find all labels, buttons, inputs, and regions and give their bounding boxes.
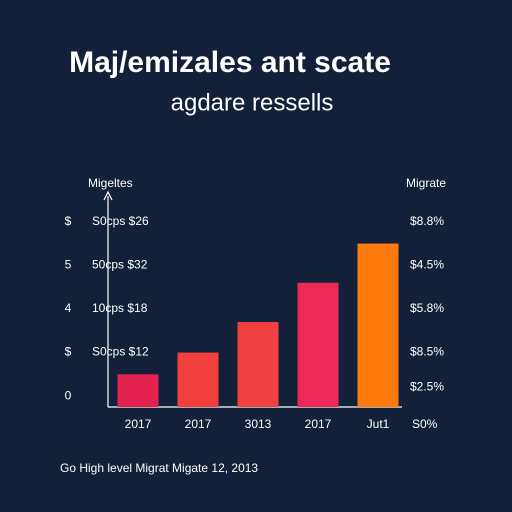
y2-tick-label: $2.5% [410, 380, 444, 394]
tick-annotation: 10cps $18 [92, 301, 148, 315]
tick-annotation: 50cps $32 [92, 258, 148, 272]
y-tick-label: $ [65, 345, 72, 359]
bar [237, 322, 279, 407]
y-tick-label: 4 [65, 301, 72, 315]
y2-tick-label: $5.8% [410, 301, 444, 315]
y2-tick-label: $8.8% [410, 214, 444, 228]
y-tick-label: 5 [65, 258, 72, 272]
x-end-label: S0% [412, 417, 438, 431]
x-tick-label: Jut1 [367, 417, 390, 431]
y-axis-arrow [103, 190, 113, 201]
footer: Go High level Migrat Migate 12, 2013 [60, 461, 258, 475]
x-tick-label: 2017 [305, 417, 332, 431]
x-tick-label: 3013 [245, 417, 272, 431]
y-tick-label: 0 [65, 388, 72, 402]
x-tick-label: 2017 [185, 417, 212, 431]
y-axis-title: Migeltes [88, 176, 133, 190]
bar [357, 243, 399, 407]
bar [117, 374, 159, 407]
x-tick-label: 2017 [125, 417, 152, 431]
tick-annotation: S0cps $12 [92, 345, 149, 359]
chart-title: Maj/emizales ant scate [69, 46, 391, 79]
y2-tick-label: $8.5% [410, 345, 444, 359]
y2-axis-title: Migrate [406, 176, 446, 190]
bar [297, 282, 339, 407]
y-tick-label: $ [65, 214, 72, 228]
tick-annotation: S0cps $26 [92, 214, 149, 228]
bar [177, 352, 219, 407]
chart-subtitle: agdare ressells [171, 89, 334, 116]
y2-tick-label: $4.5% [410, 258, 444, 272]
